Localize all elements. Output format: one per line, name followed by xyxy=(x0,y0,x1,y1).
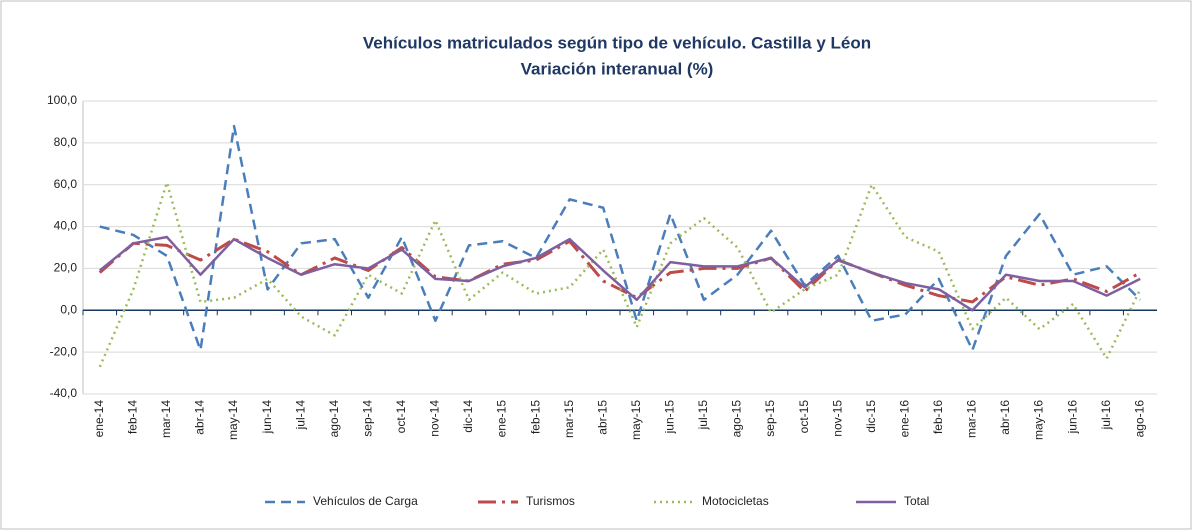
x-tick-label: ene-14 xyxy=(92,400,106,438)
x-tick-label: jul-16 xyxy=(1099,400,1113,431)
x-tick-label: jun-14 xyxy=(260,400,274,435)
chart-title: Vehículos matriculados según tipo de veh… xyxy=(363,33,871,52)
x-tick-label: ene-15 xyxy=(495,400,509,438)
legend-label: Turismos xyxy=(526,494,575,508)
x-tick-label: dic-14 xyxy=(461,400,475,433)
y-tick-label: 80,0 xyxy=(54,135,78,149)
x-tick-label: may-16 xyxy=(1032,400,1046,440)
x-tick-label: mar-14 xyxy=(159,400,173,438)
x-tick-label: dic-15 xyxy=(864,400,878,433)
x-tick-label: may-15 xyxy=(629,400,643,440)
x-tick-label: sep-14 xyxy=(360,400,374,437)
legend-label: Vehículos de Carga xyxy=(313,494,418,508)
x-tick-label: may-14 xyxy=(226,400,240,440)
x-tick-label: jun-15 xyxy=(663,400,677,435)
legend-label: Total xyxy=(904,494,929,508)
x-tick-label: abr-15 xyxy=(595,400,609,435)
x-tick-label: nov-14 xyxy=(428,400,442,437)
x-tick-label: jul-14 xyxy=(293,400,307,431)
x-tick-label: abr-14 xyxy=(193,400,207,435)
x-tick-label: oct-15 xyxy=(797,400,811,434)
y-tick-label: 60,0 xyxy=(54,177,78,191)
x-tick-label: ene-16 xyxy=(897,400,911,438)
x-tick-label: ago-15 xyxy=(730,400,744,438)
x-tick-label: mar-15 xyxy=(562,400,576,438)
x-tick-label: feb-15 xyxy=(528,400,542,434)
y-tick-label: 40,0 xyxy=(54,219,78,233)
legend-label: Motocicletas xyxy=(702,494,769,508)
y-tick-label: 0,0 xyxy=(60,302,77,316)
x-tick-label: nov-15 xyxy=(830,400,844,437)
x-tick-label: sep-15 xyxy=(763,400,777,437)
x-tick-label: oct-14 xyxy=(394,400,408,434)
x-tick-label: mar-16 xyxy=(965,400,979,438)
x-tick-label: jul-15 xyxy=(696,400,710,431)
chart-subtitle: Variación interanual (%) xyxy=(521,59,714,78)
y-tick-label: -40,0 xyxy=(50,386,78,400)
y-tick-label: -20,0 xyxy=(50,344,78,358)
x-tick-label: ago-14 xyxy=(327,400,341,438)
y-tick-label: 20,0 xyxy=(54,261,78,275)
x-tick-label: ago-16 xyxy=(1132,400,1146,438)
x-tick-label: jun-16 xyxy=(1065,400,1079,435)
x-tick-label: feb-16 xyxy=(931,400,945,434)
x-tick-label: abr-16 xyxy=(998,400,1012,435)
y-tick-label: 100,0 xyxy=(47,93,77,107)
series-line xyxy=(98,235,1141,312)
series-line xyxy=(99,124,1142,352)
x-tick-label: feb-14 xyxy=(126,400,140,434)
